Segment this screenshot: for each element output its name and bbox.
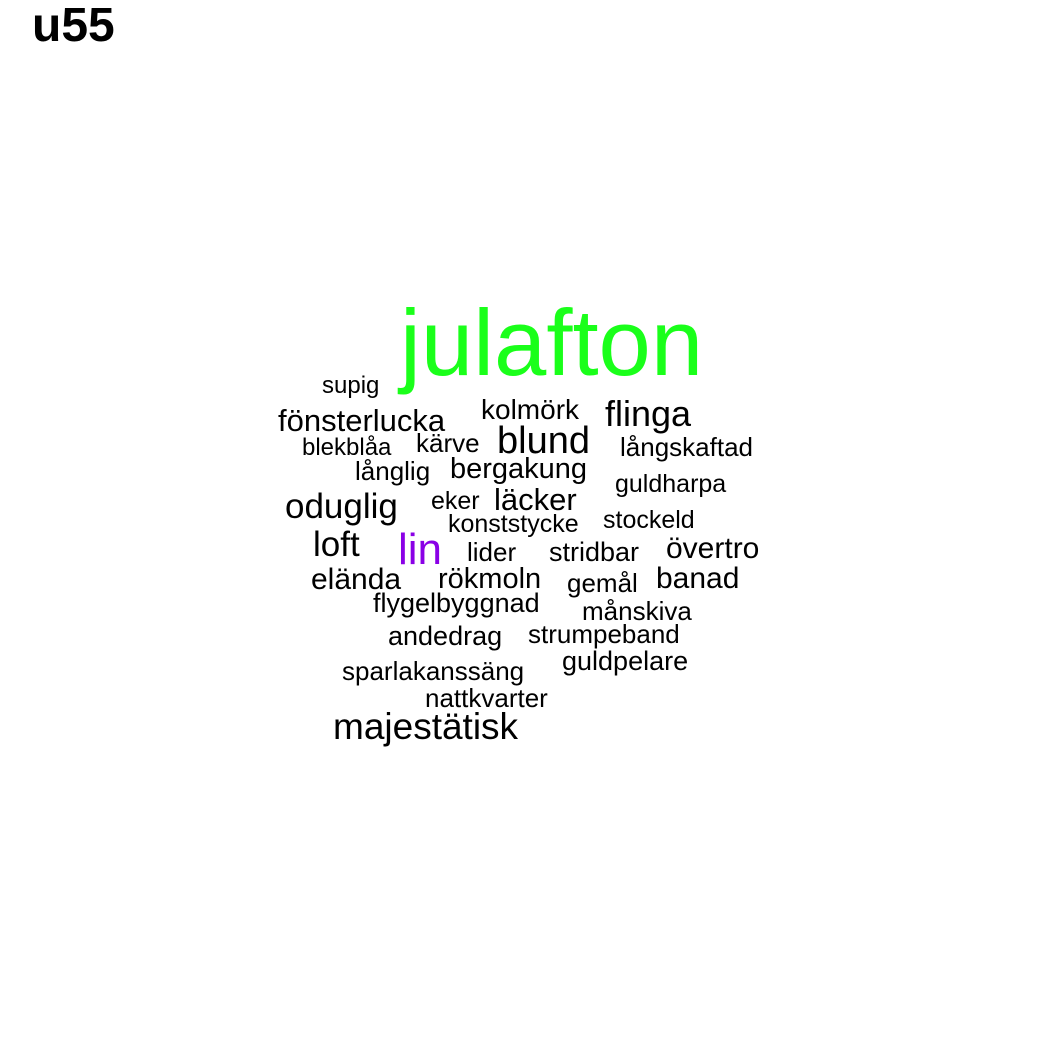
word-rokmoln: rökmoln <box>438 563 542 595</box>
word-supig: supig <box>322 372 380 399</box>
word-guldharpa: guldharpa <box>615 470 727 498</box>
page-title: u55 <box>32 0 115 52</box>
word-stockeld: stockeld <box>603 506 695 534</box>
word-eker: eker <box>431 487 480 515</box>
word-karve: kärve <box>416 428 480 458</box>
word-konststycke: konststycke <box>448 510 579 538</box>
word-manskiva: månskiva <box>582 596 692 626</box>
word-langlig: långlig <box>355 456 431 486</box>
word-bergakung: bergakung <box>450 453 588 485</box>
word-loft: loft <box>313 525 360 564</box>
word-sparlakanssang: sparlakanssäng <box>342 656 525 686</box>
word-banad: banad <box>656 562 740 595</box>
word-lider: lider <box>467 537 517 567</box>
word-gemal: gemål <box>567 568 638 598</box>
word-blekblaa: blekblåa <box>302 434 392 461</box>
word-stridbar: stridbar <box>549 537 640 567</box>
word-majestatisk: majestätisk <box>333 706 519 747</box>
word-lin: lin <box>398 525 443 574</box>
word-andedrag: andedrag <box>388 621 503 651</box>
word-kolmork: kolmörk <box>481 394 580 425</box>
word-nattkvarter: nattkvarter <box>425 683 548 713</box>
word-flinga: flinga <box>605 393 692 434</box>
word-elanda: elända <box>311 563 402 596</box>
word-blund: blund <box>497 420 590 462</box>
word-julafton: julafton <box>400 290 704 395</box>
word-strumpeband: strumpeband <box>528 619 680 649</box>
word-flygelbyggnad: flygelbyggnad <box>373 588 540 618</box>
word-overtro: övertro <box>666 532 760 565</box>
word-oduglig: oduglig <box>285 487 398 526</box>
word-lacker: läcker <box>494 482 577 517</box>
word-guldpelare: guldpelare <box>562 646 689 676</box>
word-fonsterlucka: fönsterlucka <box>278 403 446 438</box>
word-langskaftad: långskaftad <box>620 432 753 462</box>
